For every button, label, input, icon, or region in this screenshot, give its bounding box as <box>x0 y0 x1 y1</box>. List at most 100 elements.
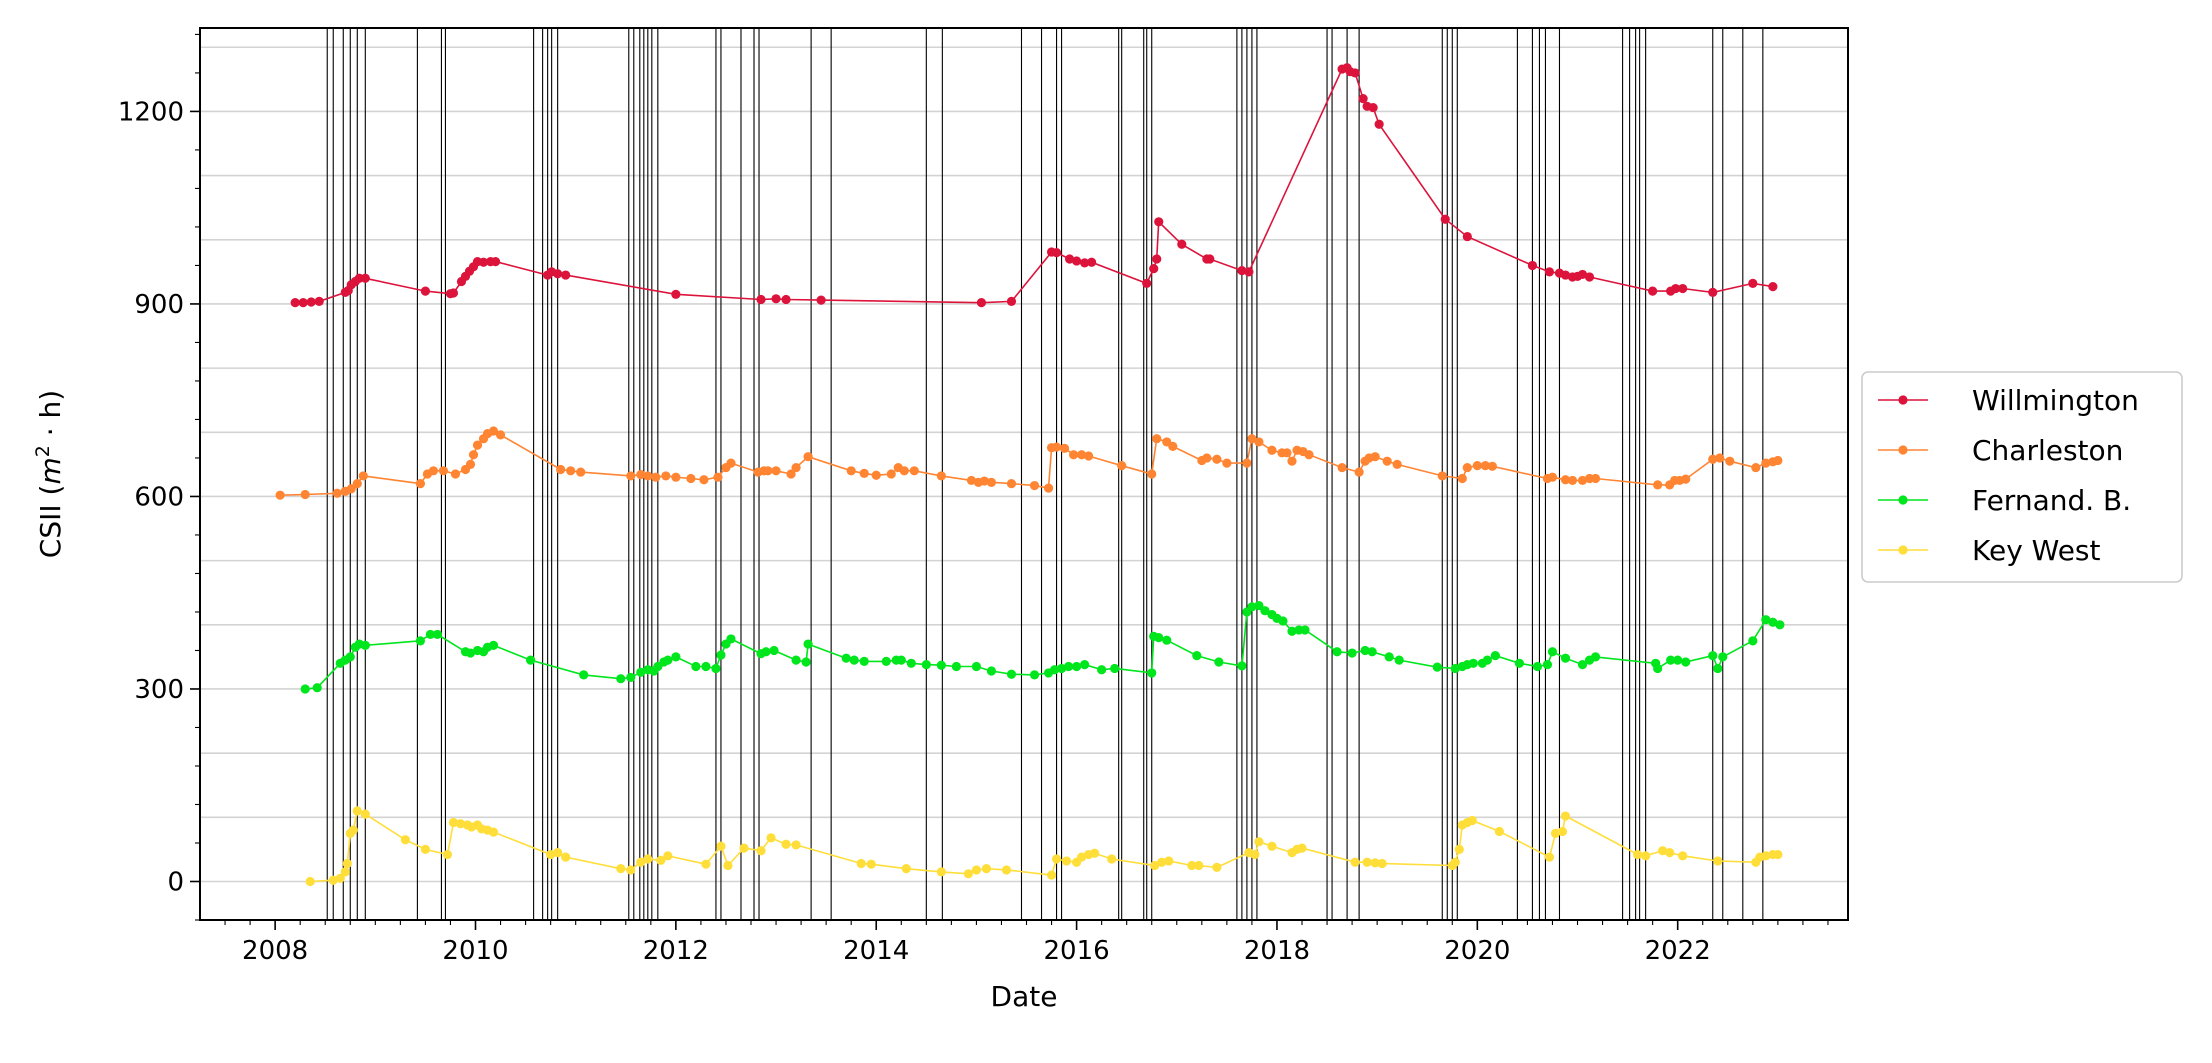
data-point <box>1773 455 1783 466</box>
data-point <box>1164 856 1174 866</box>
data-point <box>1006 669 1017 679</box>
data-point <box>415 636 426 646</box>
data-point <box>415 479 426 489</box>
data-point <box>306 297 316 307</box>
data-point <box>1382 456 1392 466</box>
data-point <box>663 655 673 665</box>
data-point <box>906 658 916 668</box>
data-point <box>1542 659 1553 670</box>
data-point <box>866 859 876 869</box>
data-point <box>465 648 476 658</box>
data-point <box>786 469 796 479</box>
data-point <box>1297 843 1307 853</box>
y-axis-label: CSII (m2 · h) <box>32 390 67 558</box>
data-point <box>1725 456 1735 466</box>
data-point <box>1107 854 1117 864</box>
data-point <box>951 661 961 672</box>
data-point <box>616 864 626 874</box>
data-point <box>791 462 801 473</box>
data-point <box>1468 658 1478 668</box>
data-point <box>1162 635 1172 645</box>
data-point <box>701 859 711 869</box>
data-point <box>1046 870 1057 880</box>
x-tick-label: 2022 <box>1645 936 1711 966</box>
data-point <box>871 470 881 480</box>
data-point <box>1029 480 1040 491</box>
y-tick-label: 900 <box>134 290 184 320</box>
data-point <box>1678 851 1688 861</box>
data-point <box>1681 657 1691 667</box>
x-tick-label: 2020 <box>1444 936 1510 966</box>
data-point <box>859 468 869 478</box>
data-point <box>1061 856 1072 866</box>
data-point <box>616 674 626 684</box>
data-point <box>1063 661 1074 672</box>
data-point <box>1713 856 1723 866</box>
data-point <box>726 458 736 468</box>
data-point <box>1557 826 1568 837</box>
data-point <box>936 471 946 481</box>
data-point <box>1287 626 1297 636</box>
data-point <box>579 670 589 680</box>
data-point <box>1051 248 1062 258</box>
data-point <box>1490 651 1500 661</box>
data-point <box>981 864 992 874</box>
data-point <box>936 867 946 877</box>
data-point <box>1773 849 1783 860</box>
data-point <box>901 864 911 874</box>
data-point <box>1775 620 1785 630</box>
data-point <box>909 466 919 476</box>
data-point <box>1278 616 1288 626</box>
data-point <box>1748 636 1758 646</box>
data-point <box>1202 453 1212 463</box>
data-point <box>1370 858 1380 868</box>
data-point <box>553 848 563 858</box>
data-point <box>1713 663 1723 674</box>
series-2 <box>300 600 1785 694</box>
data-point <box>1384 652 1394 662</box>
data-point <box>556 464 566 475</box>
data-point <box>1514 658 1525 668</box>
data-point <box>971 865 982 875</box>
legend-label: Fernand. B. <box>1972 484 2131 517</box>
data-point <box>1633 849 1643 860</box>
data-point <box>1751 462 1761 473</box>
data-point <box>1487 461 1497 471</box>
data-point <box>626 672 636 683</box>
data-point <box>1142 278 1152 289</box>
data-point <box>881 656 891 666</box>
data-point <box>636 667 646 677</box>
data-point <box>1043 483 1054 493</box>
data-point <box>305 876 315 887</box>
data-point <box>1168 441 1178 452</box>
data-point <box>896 655 906 665</box>
data-point <box>1437 471 1447 481</box>
data-point <box>1665 848 1675 858</box>
series-1 <box>275 426 1783 500</box>
data-point <box>1768 282 1778 292</box>
data-point <box>1368 102 1378 113</box>
legend-marker <box>1898 495 1908 505</box>
legend: Willmington Charleston Fernand. B. Key West <box>1861 371 2183 583</box>
data-point <box>976 298 987 308</box>
data-point <box>739 843 749 853</box>
data-point <box>1392 459 1402 469</box>
data-point <box>1708 651 1718 661</box>
data-point <box>1212 862 1222 872</box>
data-point <box>626 471 636 481</box>
data-point <box>298 298 308 308</box>
data-point <box>859 656 869 666</box>
data-point <box>1006 296 1017 306</box>
data-point <box>1681 474 1691 484</box>
data-point <box>561 270 571 280</box>
data-point <box>1064 254 1075 264</box>
data-point <box>1494 826 1504 837</box>
y-tick-label: 600 <box>134 482 184 512</box>
data-point <box>1440 214 1450 224</box>
data-point <box>716 650 726 660</box>
data-point <box>1547 472 1558 482</box>
data-point <box>1205 254 1215 264</box>
data-point <box>1254 600 1264 611</box>
data-point <box>963 869 973 879</box>
x-tick-label: 2012 <box>643 936 709 966</box>
